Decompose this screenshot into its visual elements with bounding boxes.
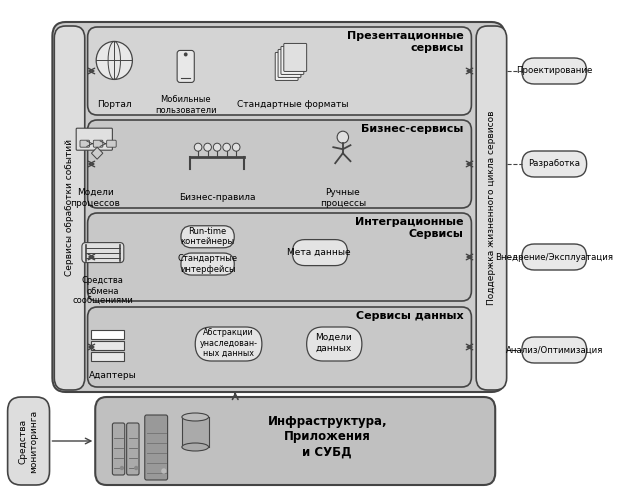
- FancyBboxPatch shape: [181, 226, 234, 248]
- Ellipse shape: [182, 443, 208, 451]
- FancyBboxPatch shape: [293, 240, 348, 266]
- FancyBboxPatch shape: [144, 415, 167, 480]
- Circle shape: [135, 466, 138, 469]
- Circle shape: [96, 42, 133, 79]
- Text: Проектирование: Проектирование: [516, 67, 593, 75]
- FancyBboxPatch shape: [94, 140, 103, 147]
- Text: Ручные
процессы: Ручные процессы: [320, 188, 366, 208]
- Circle shape: [194, 143, 202, 151]
- FancyBboxPatch shape: [80, 140, 89, 147]
- Bar: [91, 341, 124, 350]
- FancyBboxPatch shape: [87, 213, 471, 301]
- Text: Модели
процессов: Модели процессов: [70, 188, 120, 208]
- Text: Портал: Портал: [97, 100, 131, 109]
- Text: Разработка: Разработка: [528, 160, 580, 169]
- FancyBboxPatch shape: [522, 337, 587, 363]
- Text: Стандартные форматы: Стандартные форматы: [237, 100, 348, 109]
- Text: Run-time
контейнеры: Run-time контейнеры: [180, 227, 235, 246]
- FancyBboxPatch shape: [284, 44, 307, 72]
- Bar: [91, 330, 124, 339]
- Text: Интеграционные
Сервисы: Интеграционные Сервисы: [355, 217, 464, 239]
- FancyBboxPatch shape: [195, 327, 262, 361]
- Text: Средства
мониторинга: Средства мониторинга: [19, 410, 38, 472]
- FancyBboxPatch shape: [522, 58, 587, 84]
- FancyBboxPatch shape: [55, 26, 85, 390]
- Text: Мобильные
пользователи: Мобильные пользователи: [155, 95, 216, 115]
- FancyBboxPatch shape: [278, 49, 301, 77]
- FancyBboxPatch shape: [82, 243, 124, 263]
- Circle shape: [162, 469, 166, 473]
- Text: Сервисы обработки событий: Сервисы обработки событий: [65, 140, 74, 276]
- Text: Поддержка жизненного цикла сервисов: Поддержка жизненного цикла сервисов: [487, 111, 496, 305]
- FancyBboxPatch shape: [87, 307, 471, 387]
- Text: Адаптеры: Адаптеры: [89, 370, 136, 379]
- FancyBboxPatch shape: [476, 26, 507, 390]
- FancyBboxPatch shape: [112, 423, 125, 475]
- Bar: [91, 352, 124, 361]
- FancyBboxPatch shape: [87, 27, 471, 115]
- Text: Анализ/Оптимизация: Анализ/Оптимизация: [505, 345, 603, 354]
- Circle shape: [204, 143, 211, 151]
- Text: Мета данные: Мета данные: [287, 248, 351, 257]
- FancyBboxPatch shape: [76, 128, 112, 150]
- FancyBboxPatch shape: [522, 244, 587, 270]
- FancyBboxPatch shape: [181, 253, 234, 275]
- FancyBboxPatch shape: [52, 22, 505, 392]
- Text: Модели
данных: Модели данных: [315, 333, 352, 353]
- FancyBboxPatch shape: [275, 52, 298, 80]
- FancyBboxPatch shape: [107, 140, 116, 147]
- Circle shape: [213, 143, 221, 151]
- Text: Стандартные
интерфейсы: Стандартные интерфейсы: [177, 254, 237, 274]
- FancyBboxPatch shape: [7, 397, 50, 485]
- Circle shape: [184, 52, 188, 56]
- Circle shape: [120, 466, 123, 469]
- Circle shape: [232, 143, 240, 151]
- FancyBboxPatch shape: [281, 47, 304, 74]
- Circle shape: [223, 143, 231, 151]
- FancyBboxPatch shape: [177, 50, 194, 82]
- Text: Внедрение/Эксплуатация: Внедрение/Эксплуатация: [495, 252, 613, 262]
- FancyBboxPatch shape: [87, 120, 471, 208]
- FancyBboxPatch shape: [522, 151, 587, 177]
- Text: Бизнес-сервисы: Бизнес-сервисы: [361, 124, 464, 134]
- Text: Презентационные
сервисы: Презентационные сервисы: [347, 31, 464, 52]
- Ellipse shape: [182, 413, 208, 421]
- Polygon shape: [91, 147, 103, 159]
- Text: Сервисы данных: Сервисы данных: [356, 311, 464, 321]
- FancyBboxPatch shape: [126, 423, 139, 475]
- Text: Инфраструктура,
Приложения
и СУБД: Инфраструктура, Приложения и СУБД: [267, 415, 387, 458]
- Bar: [182, 417, 208, 447]
- Text: Абстракции
унаследован-
ных данных: Абстракции унаследован- ных данных: [200, 328, 257, 358]
- Circle shape: [337, 131, 348, 143]
- Text: Средства
обмена
сообщениями: Средства обмена сообщениями: [73, 276, 133, 306]
- Text: Бизнес-правила: Бизнес-правила: [179, 194, 255, 202]
- FancyBboxPatch shape: [95, 397, 495, 485]
- FancyBboxPatch shape: [307, 327, 362, 361]
